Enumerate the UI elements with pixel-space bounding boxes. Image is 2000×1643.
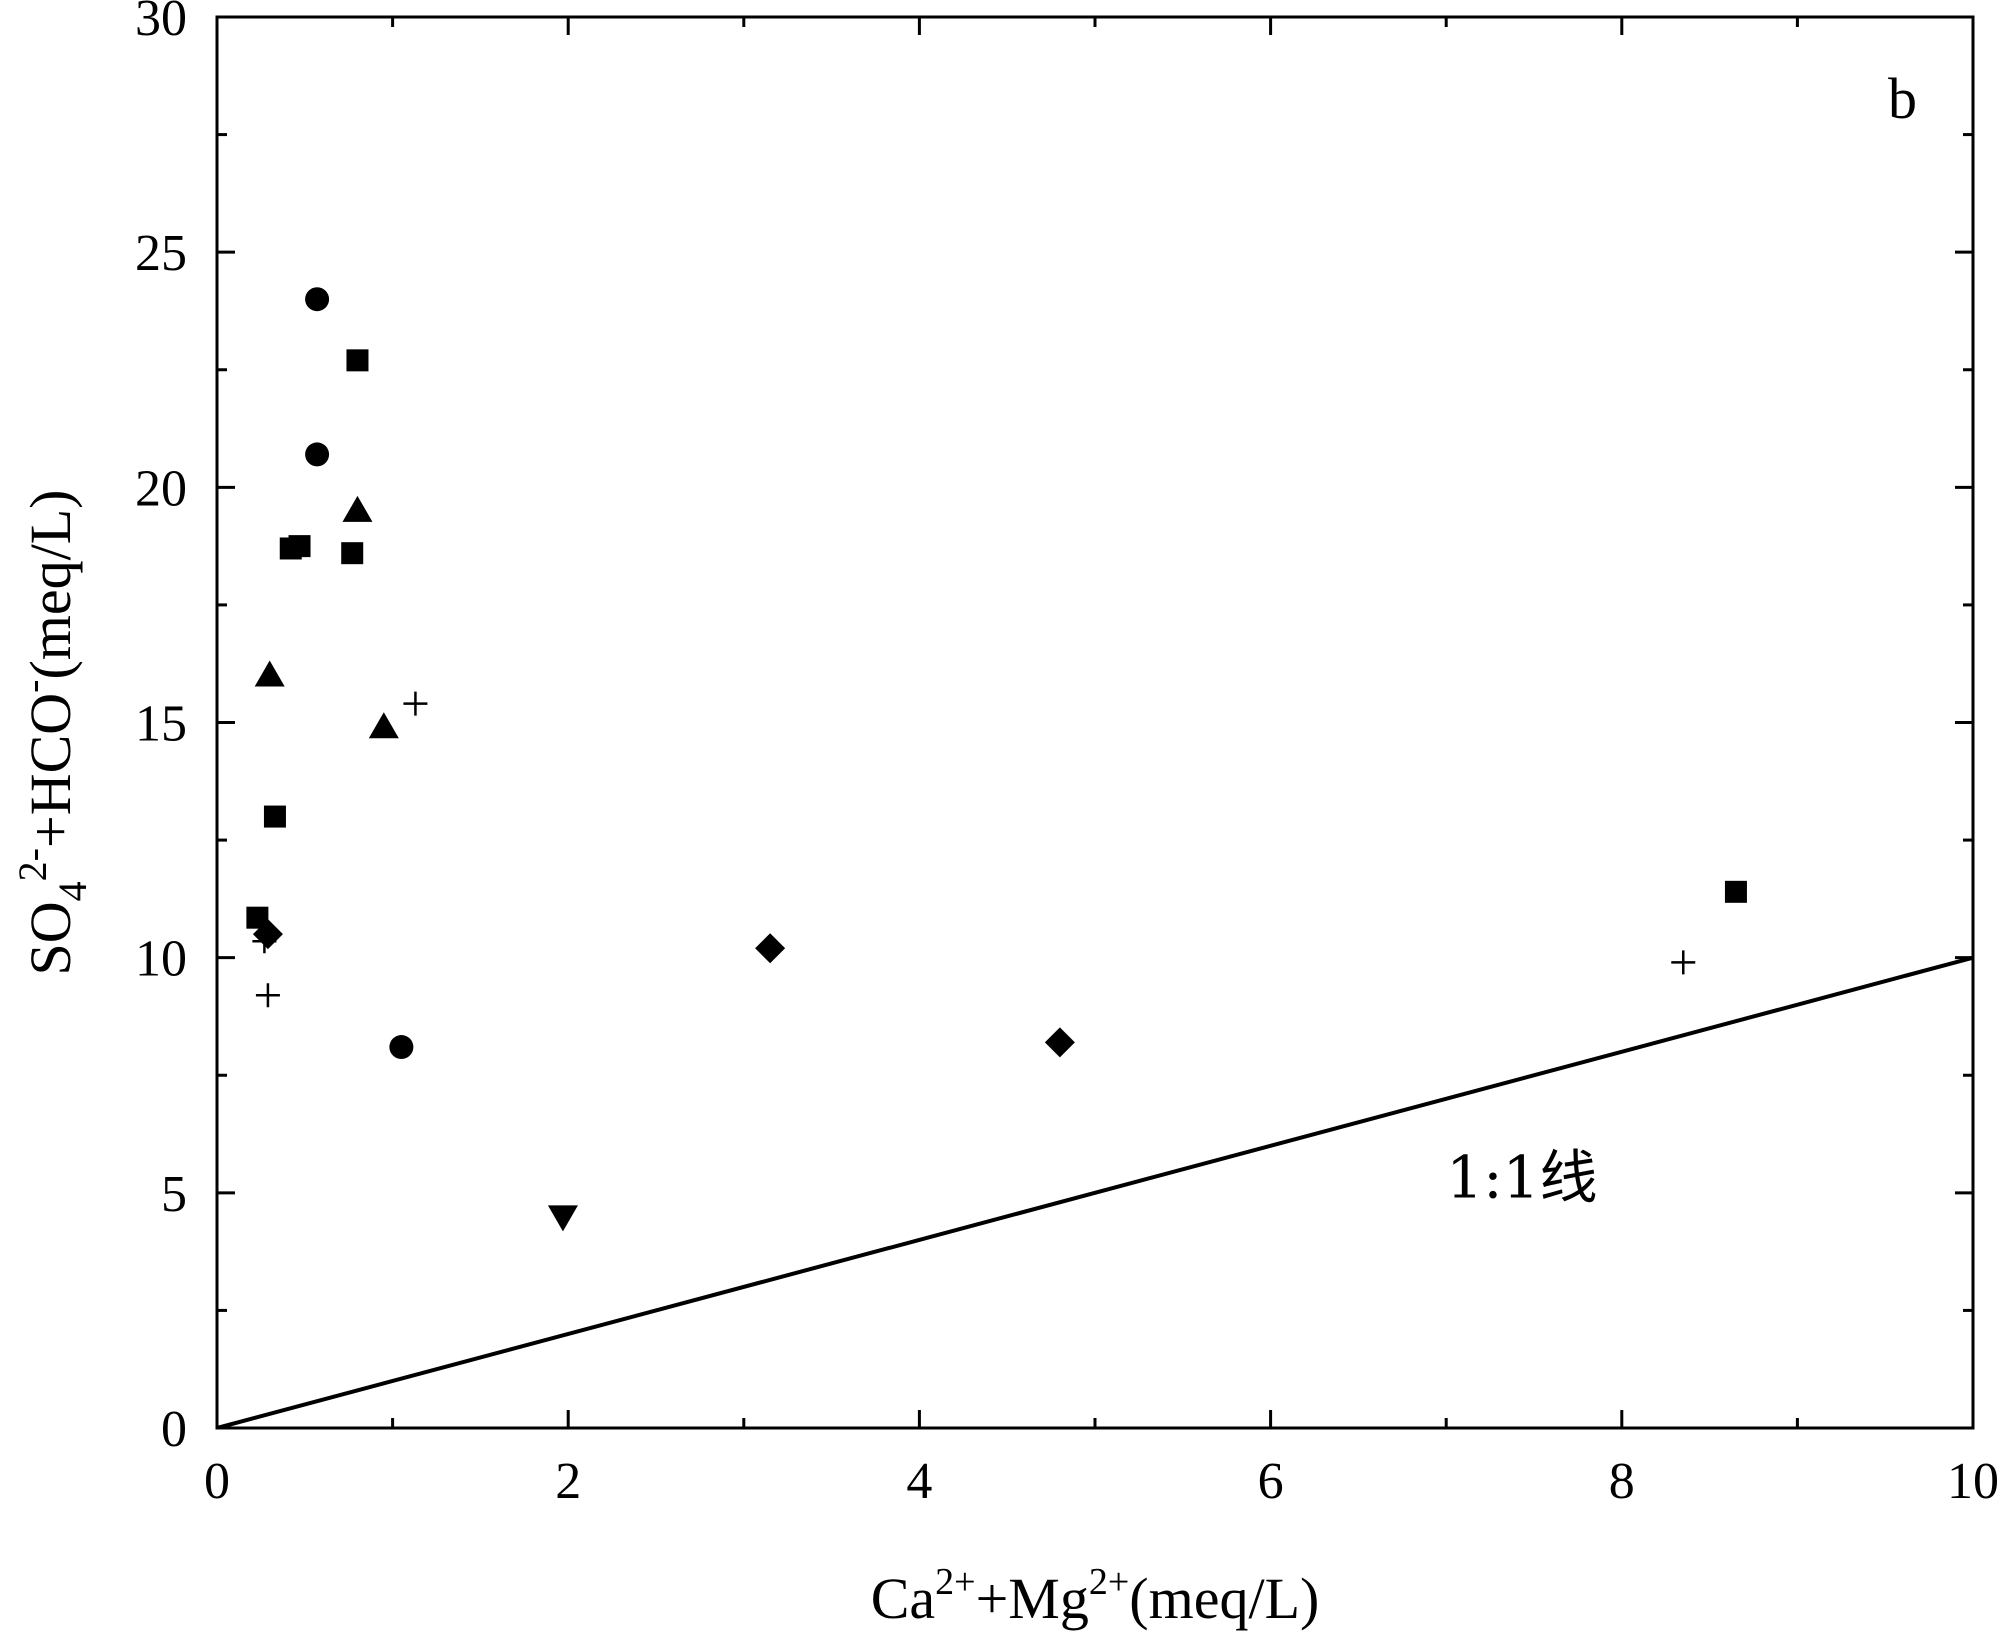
triangle-up-marker: [342, 495, 373, 522]
y-axis-title-part: (meq/L): [18, 489, 83, 679]
y-axis-title-part: SO: [18, 901, 83, 975]
x-tick-label: 10: [1947, 1453, 1999, 1510]
x-axis-title: Ca2++Mg2+(meq/L): [871, 1561, 1320, 1631]
y-tick-label: 10: [135, 931, 187, 988]
plot-frame: [215, 15, 1975, 1430]
square-marker: [246, 906, 269, 929]
y-tick-label: 5: [161, 1166, 187, 1223]
diamond-marker: [755, 933, 786, 964]
y-tick-label: 25: [135, 225, 187, 282]
y-axis-title-part: +HCO: [18, 693, 83, 848]
square-marker: [1724, 880, 1747, 903]
axis-tick-labels: 0 2 4 6 8 10 0 5 10 15 20 25 30: [135, 0, 1999, 1510]
plus-marker: [255, 983, 280, 1008]
x-axis-title-part: Ca: [871, 1566, 935, 1631]
triangle-down-marker: [547, 1205, 578, 1232]
x-tick-label: 8: [1609, 1453, 1635, 1510]
square-marker: [263, 805, 286, 828]
plus-marker: [252, 929, 277, 954]
diamond-marker: [1044, 1027, 1075, 1058]
y-axis-title-part: 2-: [10, 848, 55, 881]
x-tick-label: 6: [1258, 1453, 1284, 1510]
triangle-up-marker: [254, 660, 285, 687]
x-axis-title-part: (meq/L): [1129, 1566, 1319, 1631]
data-markers: [246, 287, 1747, 1232]
circle-marker: [305, 442, 330, 467]
y-tick-label: 0: [161, 1401, 187, 1458]
x-tick-label: 0: [204, 1453, 230, 1510]
reference-line-group: 1:1线: [217, 955, 1973, 1428]
y-tick-label: 30: [135, 0, 187, 47]
triangle-up-marker: [368, 712, 399, 739]
x-axis-title-part: +Mg: [976, 1566, 1089, 1631]
square-marker: [341, 542, 364, 565]
plot-area: [215, 15, 1975, 1430]
plus-marker: [1671, 950, 1696, 975]
x-axis-title-superscript: 2+: [1089, 1561, 1129, 1603]
reference-line: [217, 955, 1973, 1428]
panel-label: b: [1888, 66, 1917, 131]
y-tick-label: 20: [135, 460, 187, 517]
square-marker: [346, 349, 369, 372]
x-axis-title-superscript: 2+: [935, 1561, 975, 1603]
plus-marker: [403, 691, 428, 716]
circle-marker: [389, 1035, 414, 1060]
circle-marker: [305, 287, 330, 312]
y-axis-title: SO42-+HCO-(meq/L): [10, 489, 95, 975]
axis-ticks: [215, 15, 1975, 1430]
x-tick-label: 2: [555, 1453, 581, 1510]
y-tick-label: 15: [135, 696, 187, 753]
reference-line-label: 1:1线: [1446, 1144, 1597, 1212]
square-marker: [288, 535, 311, 558]
y-axis-title-part: 4: [50, 881, 95, 901]
y-axis-title-part: -: [10, 680, 55, 693]
x-tick-label: 4: [906, 1453, 932, 1510]
